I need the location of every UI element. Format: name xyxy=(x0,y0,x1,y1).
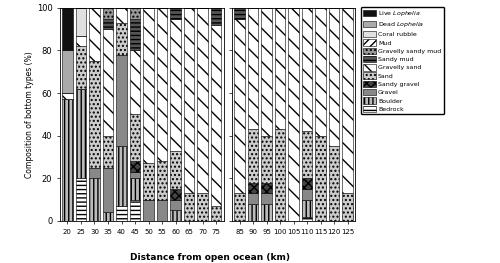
Bar xyxy=(234,193,245,221)
Bar xyxy=(116,8,127,23)
Bar xyxy=(116,23,127,55)
Bar xyxy=(130,114,140,161)
Bar xyxy=(130,172,140,178)
Bar xyxy=(170,189,181,200)
Bar xyxy=(102,18,114,29)
Bar xyxy=(89,61,100,168)
Bar xyxy=(248,204,258,221)
Bar xyxy=(262,8,272,136)
Bar xyxy=(144,200,154,221)
Bar xyxy=(76,89,86,178)
Bar xyxy=(76,36,86,46)
Bar xyxy=(102,213,114,221)
Bar xyxy=(262,193,272,204)
Bar xyxy=(130,200,140,221)
Bar xyxy=(302,8,312,132)
Bar xyxy=(116,55,127,146)
Bar xyxy=(302,217,312,221)
Bar xyxy=(275,129,285,221)
Bar xyxy=(76,46,86,89)
Bar xyxy=(288,8,299,221)
Bar xyxy=(248,183,258,193)
Bar xyxy=(170,8,181,18)
Bar xyxy=(198,8,208,193)
Y-axis label: Composition of bottom types (%): Composition of bottom types (%) xyxy=(25,51,34,178)
Bar xyxy=(342,193,353,221)
Bar xyxy=(184,8,194,193)
Bar xyxy=(248,193,258,204)
Bar xyxy=(275,8,285,129)
Bar xyxy=(130,8,140,18)
Bar xyxy=(329,8,340,146)
Bar xyxy=(102,8,114,18)
Bar xyxy=(144,163,154,200)
Bar xyxy=(62,93,72,99)
Bar xyxy=(316,8,326,136)
Bar xyxy=(234,19,245,193)
Bar xyxy=(76,178,86,221)
Bar xyxy=(302,189,312,200)
Bar xyxy=(89,168,100,178)
Bar xyxy=(170,151,181,189)
Bar xyxy=(116,146,127,206)
Bar xyxy=(211,8,222,25)
Bar xyxy=(248,8,258,129)
Bar xyxy=(130,178,140,200)
Bar xyxy=(157,8,168,161)
Bar xyxy=(184,193,194,221)
Bar xyxy=(302,200,312,217)
Bar xyxy=(234,8,245,18)
Bar xyxy=(157,200,168,221)
Bar xyxy=(170,200,181,210)
Bar xyxy=(262,183,272,193)
Bar xyxy=(342,8,353,193)
Bar xyxy=(211,206,222,221)
Bar xyxy=(262,136,272,183)
Bar xyxy=(170,210,181,221)
Bar xyxy=(102,29,114,136)
Bar xyxy=(316,136,326,221)
Bar xyxy=(102,136,114,168)
Bar xyxy=(144,8,154,163)
Bar xyxy=(62,99,72,221)
Bar xyxy=(130,18,140,50)
Bar xyxy=(62,8,72,50)
Bar xyxy=(198,193,208,221)
Bar xyxy=(170,19,181,151)
Bar xyxy=(248,129,258,183)
Bar xyxy=(62,50,72,93)
Bar xyxy=(262,204,272,221)
Legend: Live $\it{Lophelia}$, Dead $\it{Lophelia}$, Coral rubble, Mud, Gravelly sandy mu: Live $\it{Lophelia}$, Dead $\it{Lophelia… xyxy=(360,7,444,114)
Bar xyxy=(130,161,140,172)
Text: Distance from open ocean (km): Distance from open ocean (km) xyxy=(130,253,290,262)
Bar xyxy=(157,161,168,200)
Bar xyxy=(211,25,222,206)
Bar xyxy=(302,132,312,178)
Bar xyxy=(302,178,312,189)
Bar xyxy=(329,146,340,221)
Bar xyxy=(89,8,100,61)
Bar xyxy=(116,206,127,221)
Bar xyxy=(89,178,100,221)
Bar xyxy=(130,50,140,114)
Bar xyxy=(102,168,114,213)
Bar xyxy=(76,8,86,36)
